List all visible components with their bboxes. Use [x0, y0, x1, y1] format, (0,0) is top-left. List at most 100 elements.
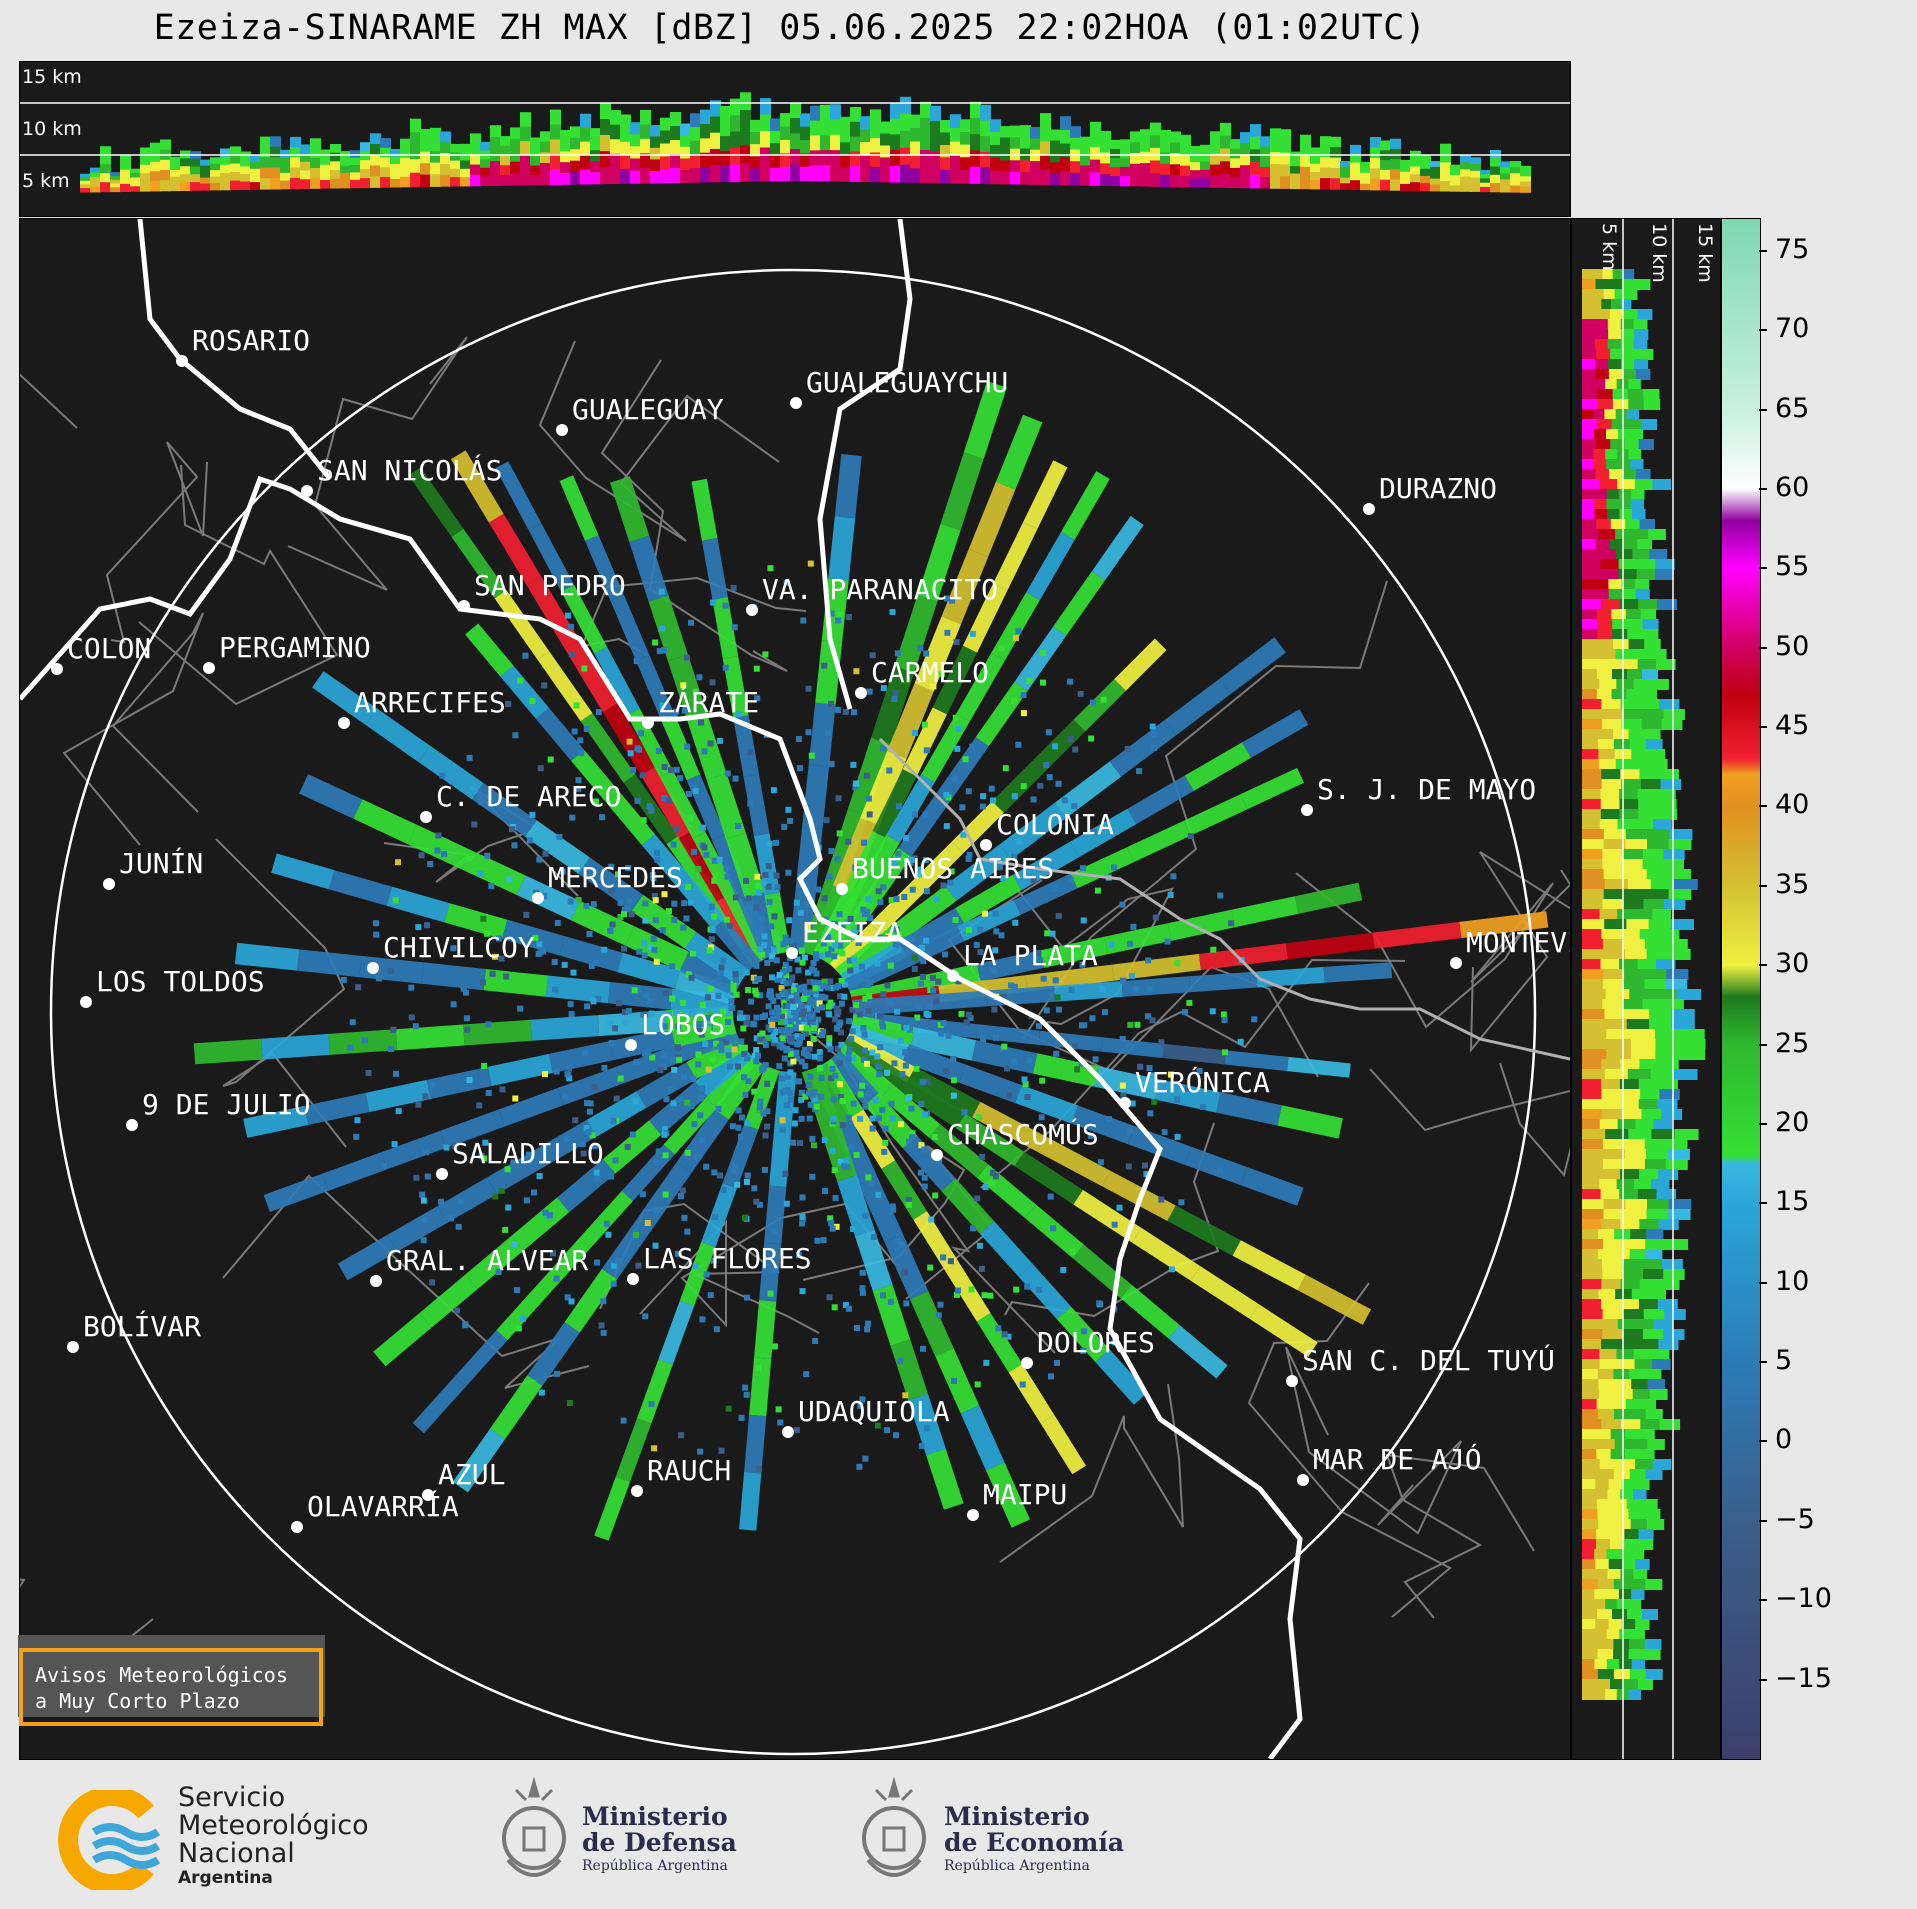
- chart-title: Ezeiza-SINARAME ZH MAX [dBZ] 05.06.2025 …: [153, 8, 1427, 48]
- city-dot-icon: [203, 662, 215, 674]
- city-dot-icon: [291, 1521, 303, 1533]
- colorbar-tick-label: 5: [1775, 1345, 1793, 1377]
- city-dot-icon: [103, 878, 115, 890]
- city-name: COLON: [67, 632, 152, 665]
- city-name: CHIVILCOY: [383, 931, 535, 964]
- smn-line-1: Servicio: [178, 1782, 286, 1813]
- height-label-5km: 5 km: [22, 170, 70, 192]
- colorbar-tick-label: 15: [1775, 1186, 1810, 1218]
- city-name: C. DE ARECO: [436, 780, 622, 813]
- city-dot-icon: [980, 839, 992, 851]
- colorbar-tick-label: 45: [1775, 710, 1810, 742]
- colorbar-tick-label: 30: [1775, 948, 1810, 980]
- city-dot-icon: [746, 604, 758, 616]
- city-name: DURAZNO: [1379, 472, 1498, 505]
- city-name: SAN NICOLÁS: [317, 454, 503, 487]
- city-name: AZUL: [438, 1458, 506, 1491]
- city-dot-icon: [126, 1119, 138, 1131]
- city-dot-icon: [786, 947, 798, 959]
- city-dot-icon: [627, 1273, 639, 1285]
- city-name: MAR DE AJÓ: [1313, 1443, 1482, 1476]
- city-name: VA. PARANACITO: [762, 573, 999, 606]
- radar-map[interactable]: ROSARIO GUALEGUAYCHU GUALEGUAY SAN NICOLÁS D…: [19, 218, 1571, 1760]
- city-name: GRAL. ALVEAR: [386, 1244, 589, 1277]
- city-dot-icon: [556, 424, 568, 436]
- city-dot-icon: [67, 1341, 79, 1353]
- smn-line-3: Nacional: [178, 1838, 295, 1869]
- city-name: MERCEDES: [548, 861, 683, 894]
- colorbar-tick-label: 10: [1775, 1265, 1810, 1297]
- defensa-line-3: República Argentina: [582, 1858, 728, 1874]
- economia-line-2: de Economía: [944, 1828, 1125, 1857]
- colorbar-tick-label: 65: [1775, 392, 1810, 424]
- city-dot-icon: [931, 1149, 943, 1161]
- smn-logo-text: Servicio Meteorológico Nacional Argentin…: [178, 1782, 369, 1889]
- defensa-text: Ministerio de Defensa República Argentin…: [582, 1804, 737, 1876]
- city-name: SALADILLO: [452, 1137, 604, 1170]
- city-name: ROSARIO: [192, 324, 311, 357]
- city-name: LOBOS: [641, 1008, 726, 1041]
- city-dot-icon: [836, 883, 848, 895]
- city-name: GUALEGUAY: [572, 393, 724, 426]
- city-name: COLONIA: [996, 808, 1115, 841]
- colorbar: [1721, 218, 1761, 1760]
- avisos-line-2: a Muy Corto Plazo: [35, 1689, 240, 1713]
- city-dot-icon: [790, 397, 802, 409]
- city-name: MONTEVIDEO: [1466, 926, 1570, 959]
- economia-text: Ministerio de Economía República Argenti…: [944, 1804, 1124, 1876]
- city-dot-icon: [1297, 1474, 1309, 1486]
- city-name: 9 DE JULIO: [142, 1088, 311, 1121]
- defensa-seal-icon: [502, 1776, 566, 1877]
- city-dot-icon: [338, 717, 350, 729]
- side-height-label-15km: 15 km: [1694, 223, 1716, 283]
- top-echo-profile: [20, 92, 1570, 193]
- city-dot-icon: [947, 970, 959, 982]
- city-dot-icon: [1286, 1375, 1298, 1387]
- city-dot-icon: [631, 1485, 643, 1497]
- colorbar-tick-label: 25: [1775, 1027, 1810, 1059]
- city-name: CARMELO: [871, 656, 990, 689]
- footer-logos: Servicio Meteorológico Nacional Argentin…: [0, 1760, 1917, 1909]
- city-dot-icon: [1301, 804, 1313, 816]
- colorbar-tick-label: 50: [1775, 630, 1810, 662]
- city-dot-icon: [625, 1039, 637, 1051]
- colorbar-tick-label: 60: [1775, 471, 1810, 503]
- coastline: [20, 219, 1303, 1759]
- defensa-line-2: de Defensa: [582, 1828, 737, 1857]
- range-ring: [49, 268, 1537, 1756]
- city-dot-icon: [370, 1275, 382, 1287]
- economia-line-1: Ministerio: [944, 1802, 1090, 1831]
- city-dot-icon: [1363, 503, 1375, 515]
- colorbar-tick-label: 35: [1775, 868, 1810, 900]
- defensa-line-1: Ministerio: [582, 1802, 728, 1831]
- city-name: LAS FLORES: [643, 1242, 812, 1275]
- city-dot-icon: [782, 1426, 794, 1438]
- colorbar-tick-label: 70: [1775, 313, 1810, 345]
- city-name: EZEIZA: [802, 916, 904, 949]
- city-name: UDAQUIOLA: [798, 1395, 950, 1428]
- city-name: S. J. DE MAYO: [1317, 773, 1537, 806]
- vertical-cross-section-top: 15 km 10 km 5 km: [19, 61, 1571, 217]
- colorbar-tick-label: 0: [1775, 1424, 1793, 1456]
- avisos-badge: Avisos Meteorológicos a Muy Corto Plazo: [19, 1648, 323, 1726]
- city-name: OLAVARRÍA: [307, 1490, 459, 1523]
- city-dot-icon: [1021, 1357, 1033, 1369]
- vertical-cross-section-side: 5 km 10 km 15 km: [1571, 218, 1721, 1760]
- city-dot-icon: [80, 996, 92, 1008]
- city-dot-icon: [1119, 1097, 1131, 1109]
- city-name: CHASCOMÚS: [947, 1118, 1099, 1151]
- height-label-15km: 15 km: [22, 66, 82, 88]
- city-name: SAN C. DEL TUYÚ: [1302, 1344, 1555, 1377]
- colorbar-ticks: 75 70 65 60 55 50 45 40 35 30 25 20 15 10 5 0 −5 −10 −15: [1759, 218, 1859, 1758]
- city-name: LOS TOLDOS: [96, 965, 265, 998]
- avisos-line-1: Avisos Meteorológicos: [35, 1663, 288, 1687]
- colorbar-tick-label: 55: [1775, 551, 1810, 583]
- side-height-label-10km: 10 km: [1648, 223, 1670, 283]
- city-dot-icon: [422, 1489, 434, 1501]
- economia-line-3: República Argentina: [944, 1858, 1090, 1874]
- radar-speckle: [340, 560, 1258, 1472]
- city-name: RAUCH: [647, 1454, 732, 1487]
- city-dot-icon: [855, 687, 867, 699]
- side-height-label-5km: 5 km: [1598, 223, 1620, 271]
- colorbar-tick-label: 40: [1775, 789, 1810, 821]
